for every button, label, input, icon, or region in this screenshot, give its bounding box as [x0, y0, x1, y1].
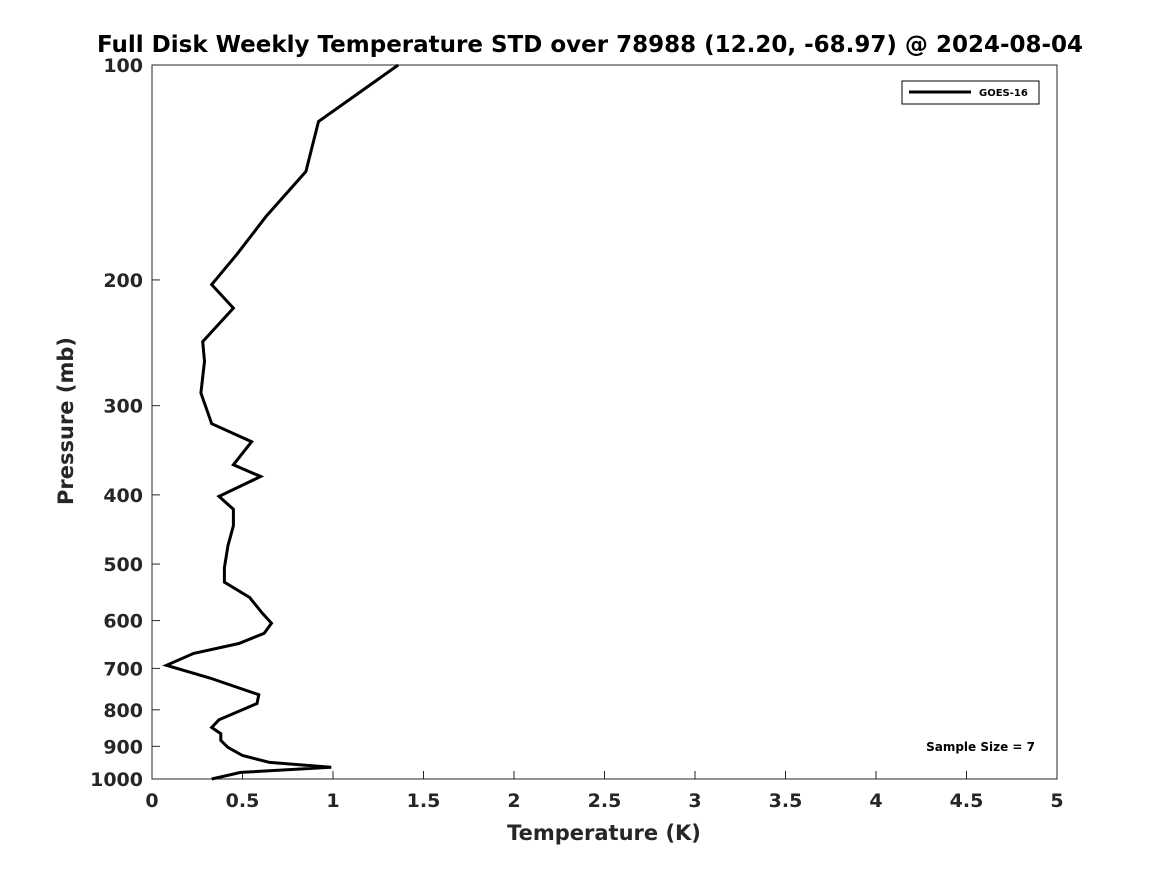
chart-title: Full Disk Weekly Temperature STD over 78… [97, 32, 1083, 58]
x-tick-label: 2 [507, 790, 520, 812]
y-tick-label: 200 [103, 270, 143, 292]
y-tick-label: 700 [103, 658, 143, 680]
y-tick-label: 500 [103, 554, 143, 576]
y-tick-label: 600 [103, 611, 143, 633]
x-tick-label: 2.5 [588, 790, 622, 812]
sample-size-annotation: Sample Size = 7 [926, 740, 1035, 754]
x-tick-label: 1.5 [407, 790, 441, 812]
x-tick-label: 0 [145, 790, 158, 812]
y-tick-label: 1000 [90, 769, 143, 791]
x-tick-label: 3 [688, 790, 701, 812]
y-tick-label: 400 [103, 485, 143, 507]
series-line [162, 63, 400, 781]
x-tick-label: 5 [1050, 790, 1063, 812]
plot-area [151, 64, 1058, 780]
y-tick-label: 100 [103, 55, 143, 77]
x-tick-label: 4.5 [950, 790, 984, 812]
x-axis-label: Temperature (K) [507, 821, 701, 845]
plot-frame [151, 64, 1058, 780]
y-tick-label: 300 [103, 396, 143, 418]
series-layer [162, 63, 400, 781]
y-axis-label: Pressure (mb) [54, 337, 78, 505]
x-tick-label: 4 [869, 790, 882, 812]
y-tick-label: 800 [103, 700, 143, 722]
x-tick-label: 0.5 [226, 790, 260, 812]
y-axis: 100 200 300 400 500 600 700 800 900 1000 [90, 55, 160, 791]
x-axis: 0 0.5 1 1.5 2 2.5 3 3.5 4 4.5 5 [145, 771, 1064, 812]
x-tick-label: 1 [326, 790, 339, 812]
y-tick-label: 900 [103, 736, 143, 758]
legend: GOES-16 [901, 80, 1040, 105]
legend-label: GOES-16 [979, 88, 1028, 99]
x-tick-label: 3.5 [769, 790, 803, 812]
